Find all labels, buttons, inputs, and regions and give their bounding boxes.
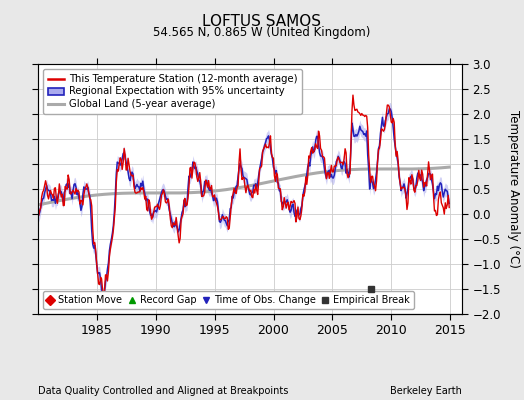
Legend: Station Move, Record Gap, Time of Obs. Change, Empirical Break: Station Move, Record Gap, Time of Obs. C… — [42, 291, 414, 309]
Text: Berkeley Earth: Berkeley Earth — [390, 386, 462, 396]
Text: Data Quality Controlled and Aligned at Breakpoints: Data Quality Controlled and Aligned at B… — [38, 386, 288, 396]
Text: LOFTUS SAMOS: LOFTUS SAMOS — [202, 14, 322, 29]
Text: 54.565 N, 0.865 W (United Kingdom): 54.565 N, 0.865 W (United Kingdom) — [154, 26, 370, 39]
Y-axis label: Temperature Anomaly (°C): Temperature Anomaly (°C) — [507, 110, 520, 268]
